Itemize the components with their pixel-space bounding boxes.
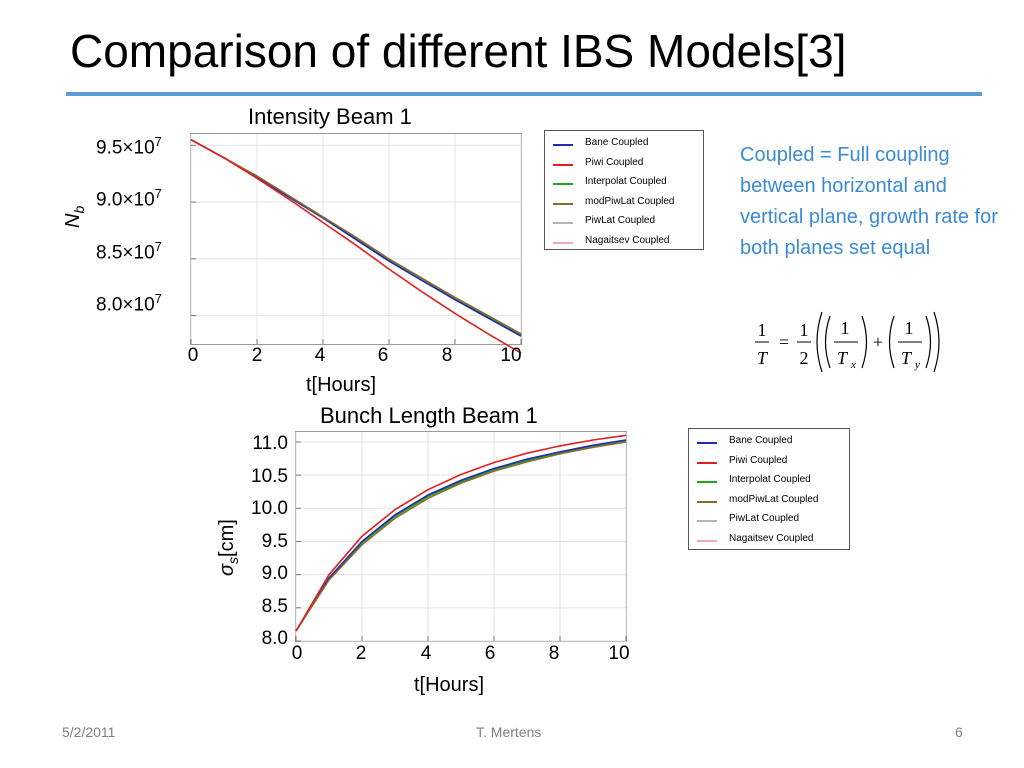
formula-b-den: T [901, 348, 913, 368]
slide-title: Comparison of different IBS Models[3] [70, 25, 847, 77]
legend-swatch [553, 163, 573, 166]
series-line-interpolat-coupled [295, 439, 627, 632]
y-tick-label: 8.0×107 [96, 291, 162, 316]
y-tick-label: 10.0 [251, 498, 288, 519]
legend-swatch [697, 481, 717, 483]
formula-lhs-num: 1 [758, 320, 767, 340]
x-tick-label: 2 [251, 345, 263, 366]
series-line-modpiwlat-coupled [295, 441, 627, 632]
legend-item: Piwi Coupled [689, 453, 849, 472]
x-tick-label: 10 [608, 643, 630, 664]
series-line-piwi-coupled [295, 434, 627, 632]
series-line-piwlat-coupled [295, 439, 627, 632]
legend-label: Interpolat Coupled [729, 474, 811, 485]
legend-label: Nagaitsev Coupled [729, 532, 814, 544]
formula-plus: + [873, 332, 883, 352]
formula-a-den: T [837, 348, 849, 368]
legend-label: PiwLat Coupled [729, 513, 800, 524]
series-line-modpiwlat-coupled [190, 138, 522, 335]
y-tick-label: 11.0 [252, 433, 288, 454]
legend-label: Bane Coupled [729, 435, 793, 446]
growth-rate-formula: 1 T = 1 2 1 T x + 1 T y [752, 306, 952, 383]
x-tick-label: 4 [314, 345, 326, 366]
legend-label: Nagaitsev Coupled [585, 234, 670, 246]
y-axis-label-bunch-length: σs[cm] [216, 519, 241, 576]
formula-svg: 1 T = 1 2 1 T x + 1 T y [755, 311, 940, 373]
series-line-bane-coupled [295, 439, 627, 632]
y-tick-label: 9.5×107 [96, 134, 162, 159]
legend-item: Bane Coupled [545, 135, 703, 154]
y-tick-label: 8.5×107 [96, 239, 162, 264]
legend-item: modPiwLat Coupled [545, 194, 703, 213]
legend-swatch [553, 183, 573, 185]
legend-item: Nagaitsev Coupled [689, 531, 849, 550]
chart-svg-intensity [190, 134, 522, 354]
x-tick-label: 2 [355, 643, 367, 664]
x-axis-label-bunch-length: t[Hours] [414, 674, 485, 696]
legend-item: modPiwLat Coupled [689, 492, 849, 511]
legend-item: PiwLat Coupled [545, 213, 703, 232]
chart-title-bunch-length: Bunch Length Beam 1 [320, 403, 538, 428]
y-tick-label: 8.5 [261, 596, 288, 617]
legend-item: Nagaitsev Coupled [545, 233, 703, 252]
legend-label: PiwLat Coupled [585, 215, 656, 226]
y-tick-label: 8.0 [261, 628, 288, 649]
series-line-nagaitsev-coupled [295, 439, 627, 632]
formula-half-den: 2 [800, 348, 809, 368]
legend-swatch [697, 500, 717, 503]
legend-label: Bane Coupled [585, 137, 649, 148]
legend-swatch [553, 222, 573, 224]
legend-item: Piwi Coupled [545, 155, 703, 174]
legend-label: Interpolat Coupled [585, 176, 667, 187]
legend-swatch [697, 520, 717, 522]
chart-svg-bunch-length [295, 432, 627, 642]
y-axis-label-intensity: Nb [62, 205, 87, 228]
legend-intensity: Bane Coupled Piwi Coupled Interpolat Coupl… [544, 130, 704, 250]
x-tick-label: 8 [441, 345, 453, 366]
footer-page-number: 6 [955, 724, 963, 740]
plot-area-intensity [190, 133, 522, 354]
footer-author: T. Mertens [476, 724, 542, 740]
formula-lhs-den: T [757, 348, 769, 368]
y-tick-label: 10.5 [251, 466, 288, 487]
x-tick-label: 8 [548, 643, 560, 664]
legend-item: Interpolat Coupled [689, 472, 849, 491]
x-tick-label: 6 [484, 643, 496, 664]
x-tick-label: 6 [377, 345, 389, 366]
legend-label: Piwi Coupled [585, 156, 644, 168]
legend-item: Interpolat Coupled [545, 174, 703, 193]
legend-swatch [553, 144, 573, 146]
formula-a-num: 1 [841, 318, 850, 338]
legend-label: modPiwLat Coupled [585, 195, 675, 207]
formula-equals: = [779, 332, 789, 352]
x-tick-label: 0 [187, 345, 199, 366]
footer-date: 5/2/2011 [62, 724, 116, 740]
legend-item: PiwLat Coupled [689, 511, 849, 530]
legend-swatch [697, 461, 717, 464]
legend-swatch [553, 241, 573, 244]
legend-swatch [697, 539, 717, 542]
formula-a-sub: x [850, 359, 856, 371]
title-divider [66, 92, 982, 96]
legend-item: Bane Coupled [689, 433, 849, 452]
formula-half-num: 1 [800, 320, 809, 340]
legend-swatch [553, 202, 573, 205]
legend-swatch [697, 442, 717, 444]
legend-label: Piwi Coupled [729, 454, 788, 466]
series-line-piwi-coupled [190, 138, 522, 354]
formula-b-sub: y [914, 359, 920, 371]
x-tick-label: 4 [420, 643, 432, 664]
plot-area-bunch-length [295, 431, 627, 642]
y-tick-label: 9.0×107 [96, 186, 162, 211]
chart-title-intensity: Intensity Beam 1 [248, 104, 412, 129]
x-tick-label: 10 [500, 345, 522, 366]
x-tick-label: 0 [291, 643, 303, 664]
y-tick-label: 9.5 [261, 531, 288, 552]
legend-bunch-length: Bane Coupled Piwi Coupled Interpolat Coupl… [688, 428, 850, 550]
formula-b-num: 1 [905, 318, 914, 338]
legend-label: modPiwLat Coupled [729, 493, 819, 505]
x-axis-label-intensity: t[Hours] [306, 374, 377, 396]
y-tick-label: 9.0 [261, 563, 288, 584]
coupling-note: Coupled = Full coupling between horizont… [740, 144, 998, 259]
